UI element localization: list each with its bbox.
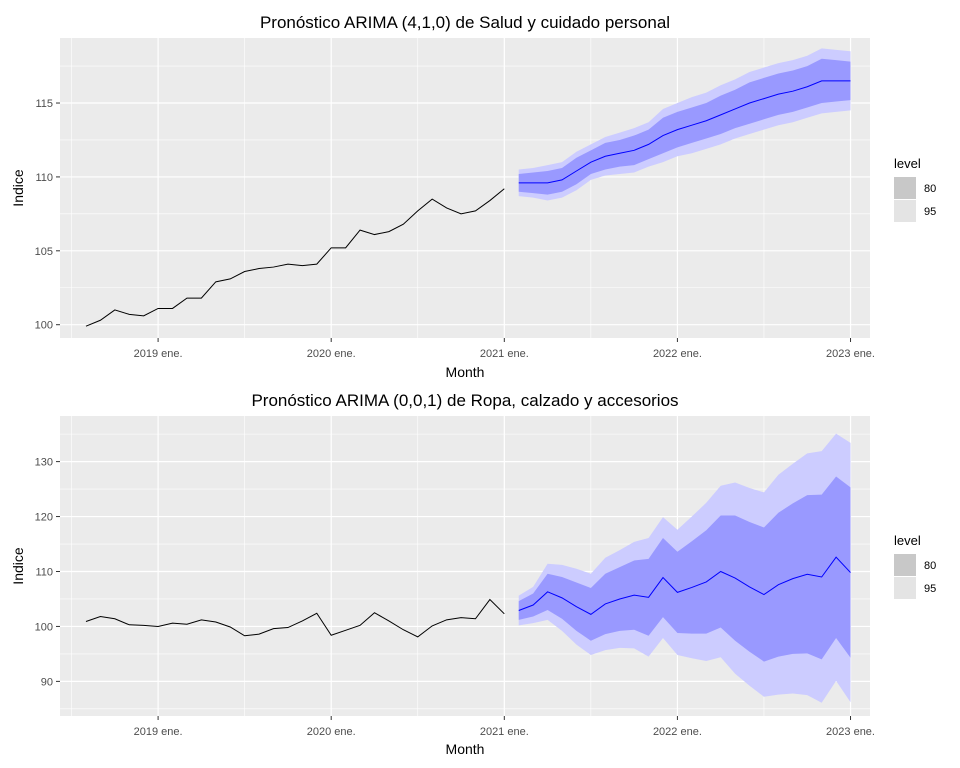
- y-tick-label: 110: [35, 566, 53, 578]
- y-tick-label: 100: [35, 621, 53, 633]
- legend-title: level: [894, 156, 921, 171]
- history-line: [85, 598, 505, 638]
- chart-panel-salud: 100 105 110 115 2019 ene. 2020 ene. 2021 ene. 2…: [10, 13, 936, 380]
- history-line: [85, 188, 505, 327]
- chart-title: Pronóstico ARIMA (0,0,1) de Ropa, calzad…: [251, 391, 678, 410]
- x-axis-title: Month: [446, 741, 485, 757]
- chart-title: Pronóstico ARIMA (4,1,0) de Salud y cuid…: [260, 13, 670, 32]
- forecast-mean-line: [518, 556, 851, 615]
- x-tick-label: 2019 ene.: [134, 726, 183, 738]
- forecast-mean-line: [518, 80, 851, 184]
- y-tick-label: 105: [35, 246, 53, 258]
- y-axis-title: Indice: [10, 169, 26, 207]
- x-tick-label: 2022 ene.: [653, 726, 702, 738]
- x-tick-label: 2021 ene.: [480, 726, 529, 738]
- chart-panel-ropa: 90 100 110 120 130 2019 ene. 2020 ene. 2021 ene…: [10, 391, 936, 757]
- legend-label-80: 80: [924, 183, 936, 195]
- x-tick-label: 2021 ene.: [480, 348, 529, 360]
- forecast-band-80: [518, 476, 851, 662]
- x-tick-label: 2019 ene.: [134, 348, 183, 360]
- x-tick-label: 2023 ene.: [826, 348, 875, 360]
- legend-title: level: [894, 533, 921, 548]
- forecast-band-80: [518, 58, 851, 195]
- legend-key-80: [894, 554, 916, 576]
- legend-key-95: [894, 577, 916, 599]
- legend-label-95: 95: [924, 583, 936, 595]
- y-tick-label: 90: [41, 676, 53, 688]
- legend-label-95: 95: [924, 206, 936, 218]
- x-tick-label: 2023 ene.: [826, 726, 875, 738]
- x-axis-title: Month: [446, 364, 485, 380]
- y-tick-label: 120: [35, 512, 53, 524]
- x-tick-label: 2020 ene.: [307, 348, 356, 360]
- y-tick-label: 130: [35, 457, 53, 469]
- x-tick-label: 2022 ene.: [653, 348, 702, 360]
- y-tick-label: 110: [35, 172, 53, 184]
- y-axis-title: Indice: [10, 547, 26, 585]
- x-tick-label: 2020 ene.: [307, 726, 356, 738]
- legend-key-80: [894, 177, 916, 199]
- legend-label-80: 80: [924, 560, 936, 572]
- y-tick-label: 115: [35, 98, 53, 110]
- legend-key-95: [894, 200, 916, 222]
- y-tick-label: 100: [35, 320, 53, 332]
